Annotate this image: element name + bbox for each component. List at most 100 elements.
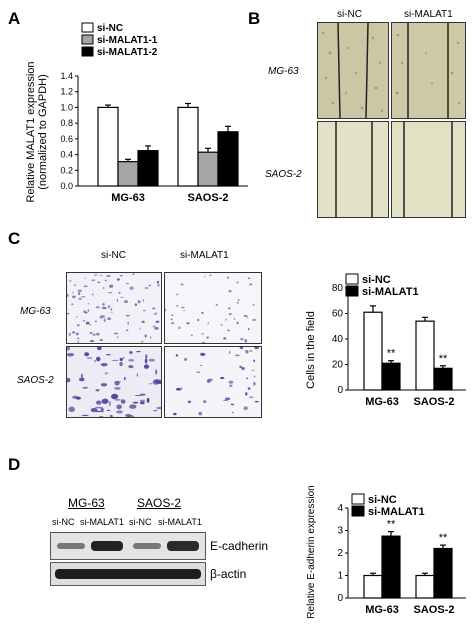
- cell-speck: [236, 301, 239, 304]
- cell-speck: [104, 372, 108, 375]
- cell-speck: [86, 357, 93, 359]
- cell-speck: [107, 317, 111, 321]
- cell-speck: [95, 306, 100, 309]
- cell-speck: [232, 411, 234, 414]
- cell-speck: [72, 331, 76, 334]
- blot-band: [133, 543, 161, 549]
- cell-speck: [122, 357, 125, 359]
- cell-speck: [249, 283, 253, 286]
- y-tick-label: 0.8: [60, 118, 73, 128]
- cell-speck: [105, 353, 111, 356]
- cell-speck: [139, 393, 146, 396]
- cell-speck: [254, 400, 259, 403]
- blot-label-beta-actin: β-actin: [210, 567, 247, 581]
- cell-speck: [253, 359, 256, 362]
- cell-speck: [84, 352, 90, 357]
- panel-label-a: A: [8, 9, 21, 28]
- wound-image-mg63-si-malat1: [391, 22, 466, 119]
- cell-speck: [176, 304, 179, 307]
- cell-speck: [91, 293, 94, 296]
- blot-band: [55, 569, 201, 579]
- cell-speck: [225, 397, 231, 401]
- legend-swatch: [345, 285, 359, 297]
- cell-speck: [171, 322, 175, 325]
- cell-speck: [229, 350, 231, 354]
- cell-speck: [77, 292, 81, 296]
- legend-swatch: [351, 493, 365, 505]
- cell-speck: [102, 302, 105, 306]
- wound-texture: [318, 122, 388, 217]
- legend-swatch: [81, 34, 94, 45]
- cell-speck: [110, 311, 113, 313]
- cell-speck: [181, 306, 185, 309]
- cell-speck: [67, 353, 75, 357]
- cell-speck: [245, 392, 248, 396]
- cell-speck: [129, 286, 134, 290]
- x-category-label: MG-63: [365, 604, 399, 616]
- cell-speck: [253, 381, 256, 386]
- cell-speck: [103, 318, 106, 322]
- y-tick-label: 0.6: [60, 134, 73, 144]
- cell-speck: [136, 350, 141, 353]
- cell-speck: [83, 285, 88, 288]
- cell-speck: [146, 397, 150, 403]
- cell-speck: [114, 387, 121, 390]
- cell-speck: [203, 276, 206, 278]
- legend-label: si-NC: [368, 494, 397, 506]
- cell-speck: [118, 291, 121, 294]
- cell-speck: [83, 310, 86, 314]
- cell-speck: [94, 359, 96, 363]
- cell-speck: [119, 361, 123, 367]
- cell-speck: [119, 296, 124, 298]
- bar-si-MALAT1-MG-63: [381, 535, 401, 599]
- wound-image-mg63-si-nc: [317, 22, 389, 119]
- cell-speck: [245, 377, 249, 380]
- cell-speck: [153, 313, 158, 315]
- cell-speck: [81, 414, 89, 417]
- cell-speck: [243, 314, 248, 317]
- cell-speck: [100, 362, 108, 367]
- cell-speck: [141, 320, 145, 323]
- cell-speck: [95, 400, 102, 405]
- x-category-label: SAOS-2: [414, 604, 455, 616]
- cell-speck: [90, 407, 98, 413]
- blot-lane-label-1: si-NC: [52, 517, 75, 527]
- x-category-label: MG-63: [111, 192, 145, 204]
- cell-speck: [228, 307, 231, 310]
- cell-speck: [116, 404, 122, 410]
- cell-speck: [85, 321, 90, 325]
- cell-speck: [108, 292, 113, 294]
- chart-c-ylabel: Cells in the field: [305, 311, 317, 389]
- cell-speck: [173, 412, 177, 416]
- cell-speck: [252, 304, 255, 306]
- cell-speck: [254, 375, 256, 378]
- cell-speck: [97, 347, 102, 351]
- cell-speck: [75, 316, 78, 318]
- cell-speck: [129, 404, 137, 409]
- cell-speck: [228, 313, 232, 315]
- cell-speck: [127, 321, 129, 325]
- wound-image-saos2-si-malat1: [391, 121, 466, 218]
- cell-speck: [198, 411, 203, 416]
- cell-speck: [94, 274, 97, 276]
- bar-si-MALAT1-2-SAOS-2: [217, 131, 239, 187]
- bar-si-MALAT1-1-MG-63: [117, 161, 139, 187]
- cell-speck: [244, 339, 248, 342]
- cell-speck: [201, 333, 205, 335]
- cell-speck: [67, 377, 71, 383]
- cell-speck: [110, 308, 113, 311]
- y-tick-label: 0.4: [60, 150, 73, 160]
- cell-speck: [234, 354, 240, 357]
- cell-speck: [186, 322, 190, 325]
- cell-speck: [109, 401, 111, 407]
- y-tick-label: 0: [337, 385, 343, 396]
- cell-speck: [148, 358, 155, 362]
- y-tick-label: 20: [332, 360, 344, 371]
- wound-texture: [318, 23, 388, 118]
- cell-speck: [72, 295, 76, 299]
- cell-speck: [142, 298, 145, 302]
- c-col-label-si-malat1: si-MALAT1: [180, 250, 229, 261]
- cell-speck: [100, 274, 102, 277]
- cell-speck: [67, 293, 69, 297]
- cell-speck: [155, 369, 158, 375]
